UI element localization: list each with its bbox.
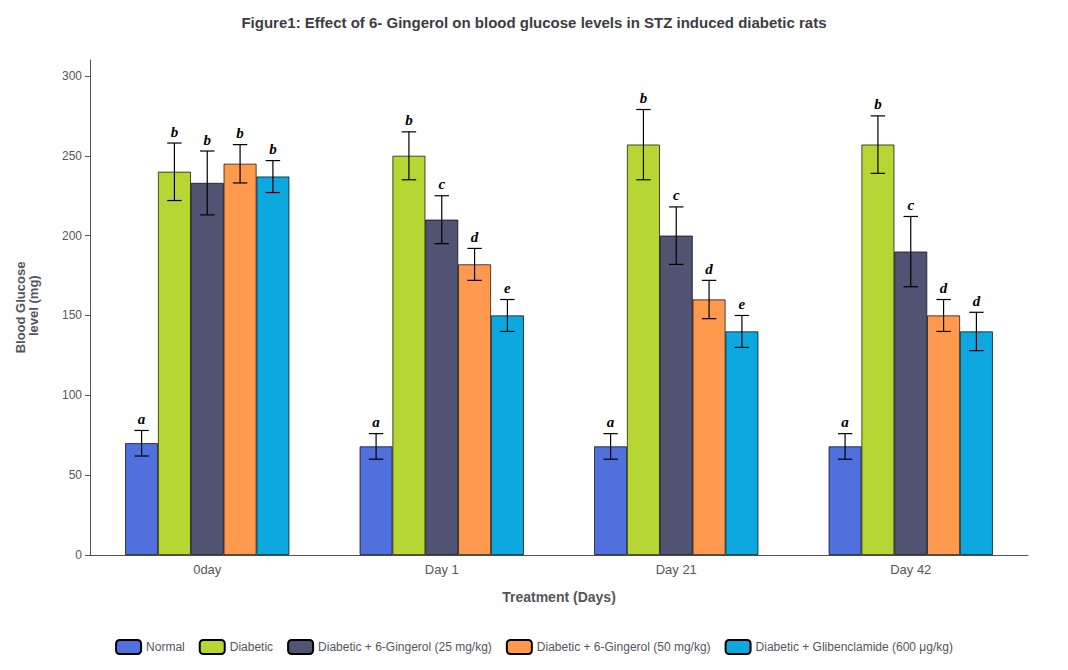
svg-text:200: 200	[62, 229, 82, 243]
svg-text:Diabetic + 6-Gingerol (50 mg/k: Diabetic + 6-Gingerol (50 mg/kg)	[537, 640, 711, 654]
svg-text:a: a	[607, 414, 615, 430]
svg-text:b: b	[640, 90, 648, 106]
svg-text:b: b	[405, 112, 413, 128]
svg-text:e: e	[504, 280, 511, 296]
svg-text:d: d	[471, 229, 479, 245]
svg-text:b: b	[874, 96, 882, 112]
svg-text:c: c	[673, 187, 680, 203]
svg-text:300: 300	[62, 69, 82, 83]
svg-text:Diabetic + Glibenclamide (600: Diabetic + Glibenclamide (600 μg/kg)	[756, 640, 953, 654]
svg-text:Diabetic + 6-Gingerol (25 mg/k: Diabetic + 6-Gingerol (25 mg/kg)	[318, 640, 492, 654]
svg-text:Day 42: Day 42	[890, 562, 931, 577]
svg-text:level (mg): level (mg)	[26, 275, 41, 339]
svg-text:b: b	[236, 125, 244, 141]
svg-text:a: a	[841, 414, 849, 430]
svg-text:0day: 0day	[193, 562, 222, 577]
svg-text:b: b	[269, 141, 277, 157]
svg-text:c: c	[438, 176, 445, 192]
svg-text:d: d	[705, 261, 713, 277]
svg-text:0: 0	[75, 548, 82, 562]
svg-text:50: 50	[69, 468, 83, 482]
svg-text:b: b	[171, 124, 179, 140]
svg-text:a: a	[138, 411, 146, 427]
svg-text:a: a	[372, 414, 380, 430]
svg-text:250: 250	[62, 149, 82, 163]
svg-text:150: 150	[62, 308, 82, 322]
svg-text:Normal: Normal	[146, 640, 185, 654]
svg-text:d: d	[940, 280, 948, 296]
svg-text:Blood Glucose: Blood Glucose	[13, 261, 28, 354]
svg-text:Treatment (Days): Treatment (Days)	[502, 589, 616, 605]
svg-text:Day 21: Day 21	[656, 562, 697, 577]
svg-text:d: d	[973, 293, 981, 309]
svg-text:e: e	[739, 296, 746, 312]
svg-text:Diabetic: Diabetic	[230, 640, 273, 654]
svg-text:Day 1: Day 1	[425, 562, 459, 577]
svg-text:c: c	[907, 197, 914, 213]
svg-text:b: b	[204, 132, 212, 148]
svg-text:Figure1: Effect of 6- Gingerol: Figure1: Effect of 6- Gingerol on blood …	[241, 14, 826, 31]
svg-text:100: 100	[62, 388, 82, 402]
